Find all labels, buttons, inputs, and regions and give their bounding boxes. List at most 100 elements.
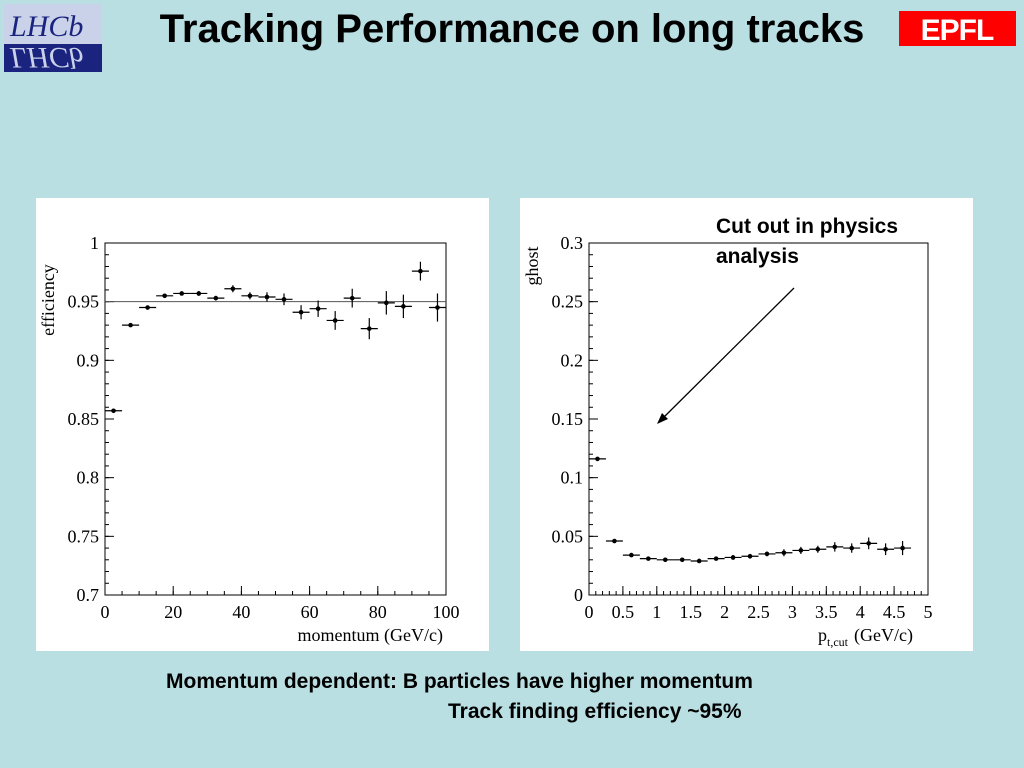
data-point xyxy=(690,558,708,564)
x-tick-label: 1.5 xyxy=(679,602,702,622)
plot-border xyxy=(588,242,929,596)
y-tick-label: 0 xyxy=(574,585,583,605)
marker xyxy=(612,538,617,544)
marker xyxy=(247,293,253,299)
data-point xyxy=(428,293,446,322)
x-axis-label-unit: (GeV/c) xyxy=(854,625,913,646)
x-tick-label: 4 xyxy=(856,602,865,622)
ghost-chart-panel: ghost pt,cut (GeV/c) 0 0.5 1 1.5 2 2.5 3 3.5 4 4.5… xyxy=(520,198,973,651)
data-point xyxy=(877,543,895,556)
marker xyxy=(162,293,167,299)
marker xyxy=(128,322,133,328)
x-tick-label: 20 xyxy=(164,602,182,622)
annotation-text: Cut out in physics analysis xyxy=(716,215,899,268)
plot-frame: 0 0.5 1 1.5 2 2.5 3 3.5 4 4.5 5 0 0.05 0.1 0.15 0.2 0.25… xyxy=(552,233,933,622)
marker xyxy=(730,555,736,560)
data-point xyxy=(843,543,861,553)
data-point xyxy=(394,294,412,319)
epfl-logo-text: EPFL xyxy=(921,14,994,46)
efficiency-chart-panel: efficiency momentum (GeV/c) 0 20 40 60 80 100… xyxy=(36,198,489,651)
y-axis-label: ghost xyxy=(522,246,542,285)
data-series xyxy=(105,261,446,414)
x-tick-label: 60 xyxy=(301,602,319,622)
data-point xyxy=(156,293,174,299)
marker xyxy=(145,305,150,310)
plot-frame: 0 20 40 60 80 100 0.7 0.75 0.8 0.85 0.9 0.95 1 xyxy=(68,233,460,622)
data-point xyxy=(809,545,827,553)
data-point xyxy=(292,305,310,320)
caption-line-1: Momentum dependent: B particles have hig… xyxy=(166,670,753,693)
data-point xyxy=(860,537,878,550)
marker xyxy=(401,304,406,309)
marker xyxy=(384,300,389,306)
x-tick-label: 2 xyxy=(720,602,729,622)
marker xyxy=(747,553,753,559)
data-point xyxy=(605,538,623,544)
data-point xyxy=(105,408,123,414)
data-point xyxy=(411,261,429,281)
data-point xyxy=(224,285,242,293)
lhcb-logo: LHCb LHCb xyxy=(4,4,102,72)
marker xyxy=(435,305,440,310)
marker xyxy=(713,556,719,561)
data-point xyxy=(894,541,912,556)
marker xyxy=(866,541,871,546)
marker xyxy=(332,318,338,323)
marker xyxy=(849,545,855,551)
data-point xyxy=(775,549,793,557)
marker xyxy=(418,268,423,274)
data-point xyxy=(241,292,259,300)
y-tick-label: 0.3 xyxy=(561,233,584,253)
y-axis-label: efficiency xyxy=(38,264,58,336)
y-tick-label: 0.95 xyxy=(68,292,100,312)
data-point xyxy=(622,552,640,558)
data-point xyxy=(173,291,191,296)
data-point xyxy=(343,288,361,308)
y-tick-label: 0.1 xyxy=(561,468,584,488)
y-tick-label: 0.05 xyxy=(552,526,584,546)
x-axis-label: pt,cut (GeV/c) xyxy=(818,625,913,649)
x-tick-label: 4.5 xyxy=(883,602,906,622)
data-point xyxy=(589,456,606,462)
data-point xyxy=(792,546,810,554)
data-point xyxy=(190,291,208,296)
data-point xyxy=(275,293,293,306)
x-tick-label: 80 xyxy=(369,602,387,622)
marker xyxy=(230,286,236,292)
marker xyxy=(349,295,355,301)
data-point xyxy=(724,555,742,560)
data-point xyxy=(309,300,327,317)
lhcb-logo-text: LHCb xyxy=(9,10,83,43)
marker xyxy=(696,558,702,564)
x-tick-label: 0.5 xyxy=(612,602,635,622)
y-tick-label: 0.85 xyxy=(68,409,100,429)
data-point xyxy=(360,318,378,340)
x-axis-label: momentum (GeV/c) xyxy=(298,625,443,646)
x-axis-label-subscript: t,cut xyxy=(827,635,849,649)
data-point xyxy=(826,542,844,552)
y-tick-label: 0.2 xyxy=(561,350,584,370)
marker xyxy=(629,552,634,558)
data-point xyxy=(639,556,657,561)
marker xyxy=(196,291,202,296)
marker xyxy=(281,297,287,302)
data-series xyxy=(589,456,912,564)
data-point xyxy=(258,292,276,302)
x-tick-label: 40 xyxy=(232,602,250,622)
x-tick-label: 0 xyxy=(101,602,110,622)
epfl-logo: EPFL xyxy=(899,11,1016,46)
marker xyxy=(815,546,821,552)
marker xyxy=(764,551,770,557)
marker xyxy=(213,295,219,301)
marker xyxy=(883,546,888,552)
marker xyxy=(366,326,372,331)
annotation-arrowhead xyxy=(657,413,668,424)
data-point xyxy=(377,291,395,315)
data-point xyxy=(673,557,691,563)
marker xyxy=(662,557,668,563)
data-point xyxy=(758,551,776,557)
marker xyxy=(111,408,116,414)
y-tick-label: 0.15 xyxy=(552,409,584,429)
marker xyxy=(264,294,270,300)
y-tick-label: 0.75 xyxy=(68,526,100,546)
